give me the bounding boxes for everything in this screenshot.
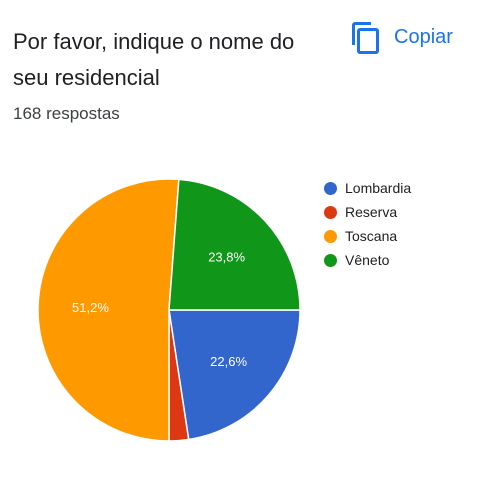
legend-label: Toscana: [345, 228, 398, 244]
chart-legend: Lombardia Reserva Toscana Vêneto: [324, 176, 411, 272]
legend-label: Vêneto: [345, 252, 390, 268]
legend-label: Lombardia: [345, 180, 412, 196]
copy-icon: [350, 20, 380, 54]
pie-label-lombardia: 22,6%: [210, 354, 247, 369]
pie-slice-toscana: [37, 178, 180, 442]
copy-button[interactable]: Copiar: [350, 18, 453, 56]
pie-label-vêneto: 23,8%: [208, 250, 245, 265]
legend-label: Reserva: [345, 204, 398, 220]
pie-slice-lombardia: [168, 309, 301, 441]
response-count: 168 respostas: [13, 104, 120, 123]
pie-slice-vêneto: [168, 178, 301, 311]
question-title: Por favor, indique o nome do seu residen…: [13, 29, 295, 90]
legend-swatch: [324, 205, 337, 219]
legend-item-toscana: Toscana: [324, 224, 411, 248]
legend-item-vêneto: Vêneto: [324, 248, 411, 272]
legend-item-reserva: Reserva: [324, 200, 411, 224]
legend-item-lombardia: Lombardia: [324, 176, 411, 200]
copy-label: Copiar: [394, 25, 453, 48]
legend-swatch: [324, 181, 337, 195]
pie-label-toscana: 51,2%: [72, 300, 109, 315]
legend-swatch: [324, 229, 337, 243]
legend-swatch: [324, 253, 337, 267]
